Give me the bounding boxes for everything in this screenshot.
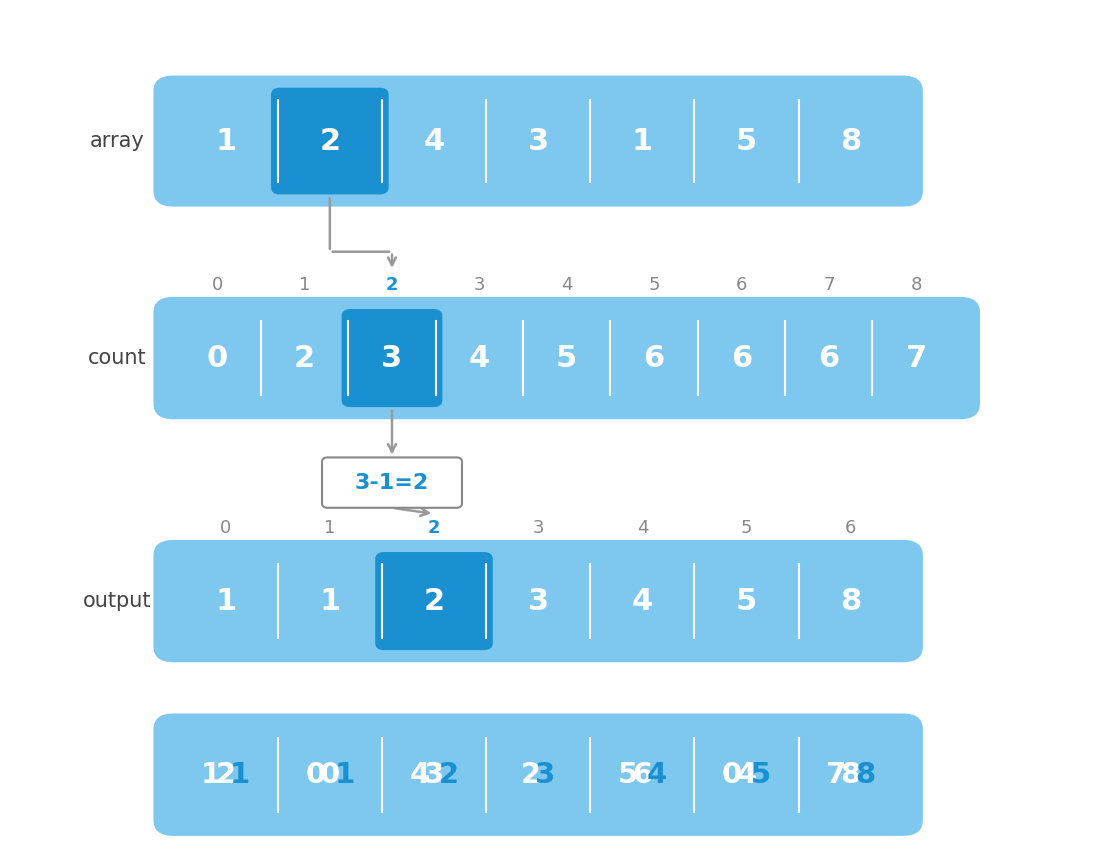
Text: 2: 2 <box>423 587 445 615</box>
Text: 2: 2 <box>319 127 340 155</box>
Text: 0: 0 <box>305 760 326 789</box>
Text: 1: 1 <box>200 760 222 789</box>
Text: 6: 6 <box>644 344 664 372</box>
Text: 1: 1 <box>334 760 355 789</box>
Text: 1: 1 <box>632 127 653 155</box>
Text: 0: 0 <box>212 276 223 293</box>
FancyBboxPatch shape <box>375 552 493 650</box>
Text: 1: 1 <box>215 587 236 615</box>
Text: 1: 1 <box>299 276 310 293</box>
Text: 3-1=2: 3-1=2 <box>355 472 429 493</box>
Text: 0: 0 <box>220 519 232 536</box>
Text: 3: 3 <box>423 760 445 789</box>
Text: 3: 3 <box>382 344 402 372</box>
Text: 2: 2 <box>295 344 315 372</box>
Text: 4: 4 <box>632 587 653 615</box>
Text: output: output <box>83 591 152 611</box>
Text: 5: 5 <box>752 760 771 789</box>
Text: 4: 4 <box>561 276 572 293</box>
FancyBboxPatch shape <box>153 713 923 836</box>
Text: 1: 1 <box>324 519 336 536</box>
Text: 2: 2 <box>385 276 399 293</box>
Text: 6: 6 <box>736 276 747 293</box>
Text: array: array <box>91 131 144 151</box>
Text: 4: 4 <box>636 519 648 536</box>
Text: 8: 8 <box>840 127 861 155</box>
FancyBboxPatch shape <box>323 457 461 508</box>
Text: 4: 4 <box>736 760 757 789</box>
FancyBboxPatch shape <box>153 76 923 207</box>
FancyBboxPatch shape <box>271 88 389 194</box>
Text: 5: 5 <box>740 519 753 536</box>
Text: 6: 6 <box>819 344 839 372</box>
Text: 1: 1 <box>319 587 340 615</box>
Text: 5: 5 <box>557 344 577 372</box>
Text: 8: 8 <box>840 587 861 615</box>
Text: 5: 5 <box>736 127 757 155</box>
Text: 0: 0 <box>207 344 227 372</box>
Text: 3: 3 <box>528 127 549 155</box>
Text: 3: 3 <box>535 760 556 789</box>
Text: 2: 2 <box>428 519 440 536</box>
Text: 4: 4 <box>469 344 489 372</box>
Text: 5: 5 <box>736 587 757 615</box>
Text: 4: 4 <box>646 760 668 789</box>
Text: 3: 3 <box>532 519 544 536</box>
Text: 8: 8 <box>841 760 860 789</box>
Text: 7: 7 <box>906 344 926 372</box>
Text: 6: 6 <box>844 519 857 536</box>
FancyBboxPatch shape <box>153 297 980 419</box>
Text: 2: 2 <box>216 760 235 789</box>
Text: 0: 0 <box>319 760 340 789</box>
Text: 7: 7 <box>825 760 847 789</box>
Text: 8: 8 <box>911 276 922 293</box>
Text: 5: 5 <box>648 276 660 293</box>
Text: 7: 7 <box>823 276 834 293</box>
Text: 8: 8 <box>856 760 875 789</box>
Text: 6: 6 <box>731 344 752 372</box>
Text: 4: 4 <box>423 127 445 155</box>
FancyBboxPatch shape <box>342 309 442 407</box>
Text: 0: 0 <box>721 760 743 789</box>
Text: 5: 5 <box>618 760 637 789</box>
Text: 6: 6 <box>632 760 653 789</box>
Text: 3: 3 <box>528 587 549 615</box>
Text: 3: 3 <box>474 276 485 293</box>
Text: 2: 2 <box>521 760 541 789</box>
Text: 1: 1 <box>230 760 251 789</box>
Text: 2: 2 <box>439 760 458 789</box>
Text: 4: 4 <box>409 760 430 789</box>
FancyBboxPatch shape <box>153 540 923 662</box>
Text: 1: 1 <box>215 127 236 155</box>
Text: count: count <box>88 348 147 368</box>
